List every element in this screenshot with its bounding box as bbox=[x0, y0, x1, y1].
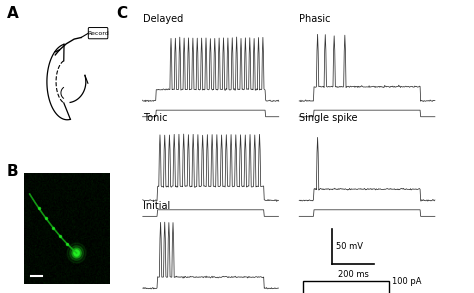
Text: 50 mV: 50 mV bbox=[336, 242, 363, 251]
Ellipse shape bbox=[72, 248, 82, 258]
FancyBboxPatch shape bbox=[88, 28, 108, 39]
Text: Delayed: Delayed bbox=[143, 13, 183, 24]
Text: 200 ms: 200 ms bbox=[337, 270, 369, 279]
Bar bbox=[303, 281, 389, 293]
Text: Phasic: Phasic bbox=[299, 13, 331, 24]
Text: B: B bbox=[7, 164, 19, 179]
Text: Record: Record bbox=[87, 31, 109, 36]
Ellipse shape bbox=[67, 243, 86, 263]
Text: Tonic: Tonic bbox=[143, 113, 167, 123]
Text: A: A bbox=[7, 6, 19, 21]
Text: 100 pA: 100 pA bbox=[392, 277, 421, 286]
Ellipse shape bbox=[74, 251, 79, 255]
Text: Single spike: Single spike bbox=[299, 113, 358, 123]
Ellipse shape bbox=[73, 250, 80, 256]
Text: C: C bbox=[116, 6, 127, 21]
Text: Initial: Initial bbox=[143, 201, 170, 211]
Ellipse shape bbox=[70, 246, 83, 260]
